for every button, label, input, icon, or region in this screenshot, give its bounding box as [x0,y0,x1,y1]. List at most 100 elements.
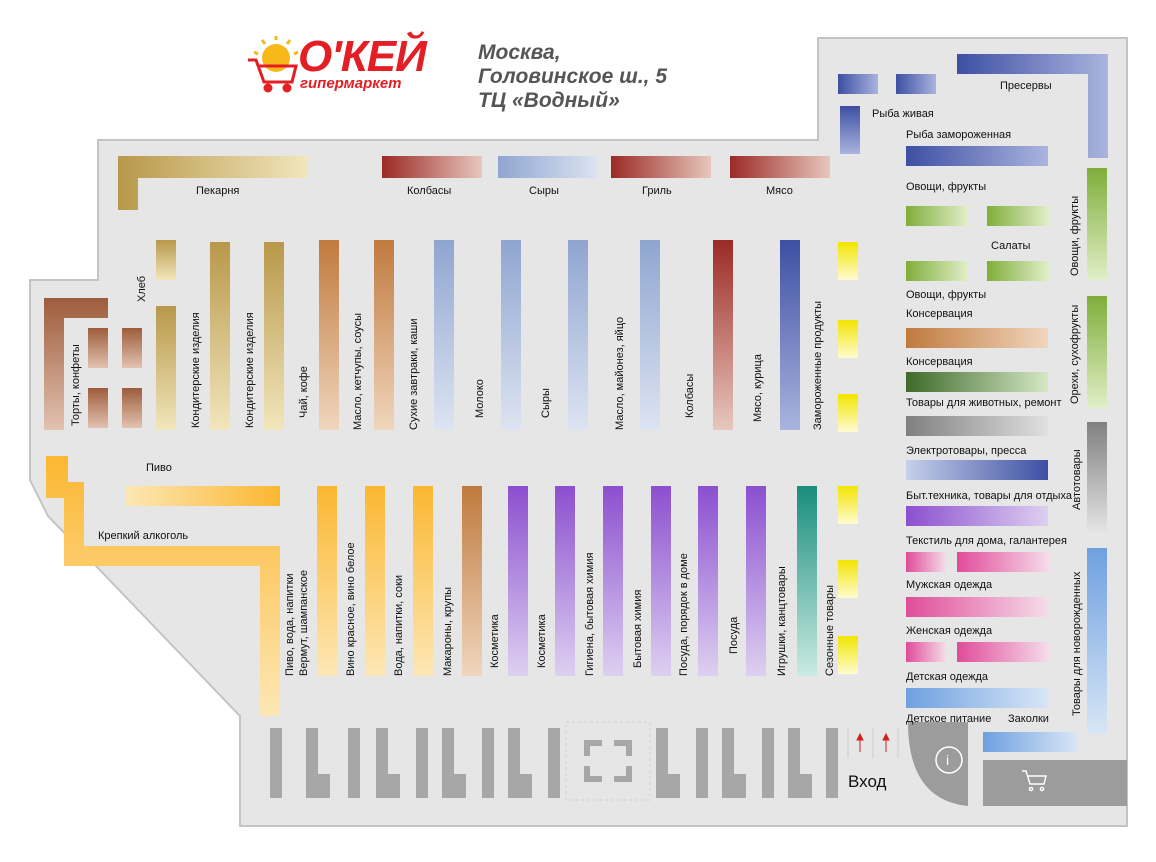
vlabel-newborn: Товары для новорожденных [1071,571,1083,716]
vlabel-beer-water: Пиво, вода, напитки [284,573,296,676]
vlabel-mayo: Масло, майонез, яйцо [614,316,626,430]
aisle-confect-2 [264,242,284,430]
label-canned-1: Консервация [906,308,973,320]
cakes-stand-1 [88,328,108,368]
label-kids: Детская одежда [906,671,988,683]
vlabel-cakes: Торты, конфеты [70,344,82,426]
womens-shelf-2 [957,642,1049,662]
aisle-hygiene [603,486,623,676]
aisle-sausage [713,240,733,430]
vlabel-dishes-home: Посуда, порядок в доме [678,553,690,676]
address-street: Головинское ш., 5 [478,65,667,88]
vlabel-meat: Мясо, курица [752,354,764,422]
canned-shelf-2 [906,372,1048,392]
vlabel-nuts: Орехи, сухофрукты [1069,304,1081,404]
floor-area [29,37,1128,827]
electro-shelf [906,460,1048,480]
label-veg-fruit-1: Овощи, фрукты [906,181,987,193]
aisle-wine [365,486,385,676]
label-textile: Текстиль для дома, галантерея [906,535,1067,547]
aisle-milk [501,240,521,430]
aisle-chem [651,486,671,676]
label-cheese: Сыры [529,185,559,197]
aisle-dishes [746,486,766,676]
textile-shelf-2 [957,552,1049,572]
brand-name: О'КЕЙ [298,32,427,81]
label-pets: Товары для животных, ремонт [906,397,1062,409]
label-sausages: Колбасы [407,185,452,197]
info-letter: i [946,752,950,768]
fish-tank-2 [896,74,936,94]
veg-fruit-bin-2 [987,206,1049,226]
cart-icon [1022,770,1047,792]
bakery-counter [118,156,308,210]
aisle-cereal [434,240,454,430]
season-stand-1 [838,486,858,524]
checkout-lanes [270,728,838,798]
label-hairpins: Заколки [1008,713,1049,725]
season-stand-3 [838,636,858,674]
frozen-fish-shelf [906,146,1048,166]
label-grill: Гриль [642,185,672,197]
aisle-mayo [640,240,660,430]
aisle-confect-1 [210,242,230,430]
meat-counter [730,156,830,178]
textile-shelf-1 [906,552,946,572]
vlabel-tea: Чай, кофе [298,366,310,418]
season-stand-2 [838,560,858,598]
vlabel-bread: Хлеб [136,275,148,302]
cakes-stand-4 [122,388,142,428]
vlabel-veg-right: Овощи, фрукты [1069,195,1081,276]
label-appliances: Быт.техника, товары для отдыха [906,490,1072,502]
veg-fruit-wall [1087,168,1107,280]
vlabel-season: Сезонные товары [824,585,836,676]
salad-bin-2 [987,261,1049,281]
label-strong-alcohol: Крепкий алкоголь [98,530,189,542]
label-bakery: Пекарня [196,185,240,197]
entrance-arrows [856,732,890,752]
label-meat: Мясо [766,185,793,197]
checkout-center-area [565,721,651,801]
brand-subtitle: гипермаркет [300,75,402,92]
vlabel-confect-1: Кондитерские изделия [190,312,202,428]
info-icon[interactable] [935,746,963,774]
mens-shelf [906,597,1048,617]
vlabel-toys: Игрушки, канцтовары [776,566,788,676]
kids-shelf [906,688,1048,708]
address-mall: ТЦ «Водный» [478,89,620,112]
beer-shelf [126,486,280,506]
label-live-fish: Рыба живая [872,108,934,120]
vlabel-cosm-1: Косметика [489,614,501,668]
vlabel-dishes: Посуда [728,616,740,654]
aisle-cosm-1 [508,486,528,676]
live-fish-shelf [840,106,860,154]
logo-cart-icon [248,58,298,93]
info-desk [908,722,968,806]
fish-tank-1 [838,74,878,94]
nuts-wall [1087,296,1107,408]
vlabel-sausage: Колбасы [684,373,696,418]
vlabel-hygiene: Гигиена, бытовая химия [584,552,596,676]
label-mens: Мужская одежда [906,579,993,591]
vlabel-chem: Бытовая химия [632,589,644,668]
grill-counter [611,156,711,178]
pets-shelf [906,416,1048,436]
salad-bin-1 [906,261,968,281]
label-frozen-fish: Рыба замороженная [906,129,1012,141]
aisle-pasta [462,486,482,676]
aisle-tea [319,240,339,430]
cakes-shelf [44,298,108,430]
vlabel-cheese: Сыры [540,388,552,418]
checkout-center-barriers [584,740,632,782]
cart-area [983,760,1127,806]
auto-wall [1087,422,1107,534]
appliances-shelf [906,506,1048,526]
label-beer: Пиво [146,462,172,474]
label-veg-fruit-2: Овощи, фрукты [906,289,987,301]
label-preserves: Пресервы [1000,80,1052,92]
freezer-1 [838,242,858,280]
aisle-oil [374,240,394,430]
cakes-stand-2 [122,328,142,368]
